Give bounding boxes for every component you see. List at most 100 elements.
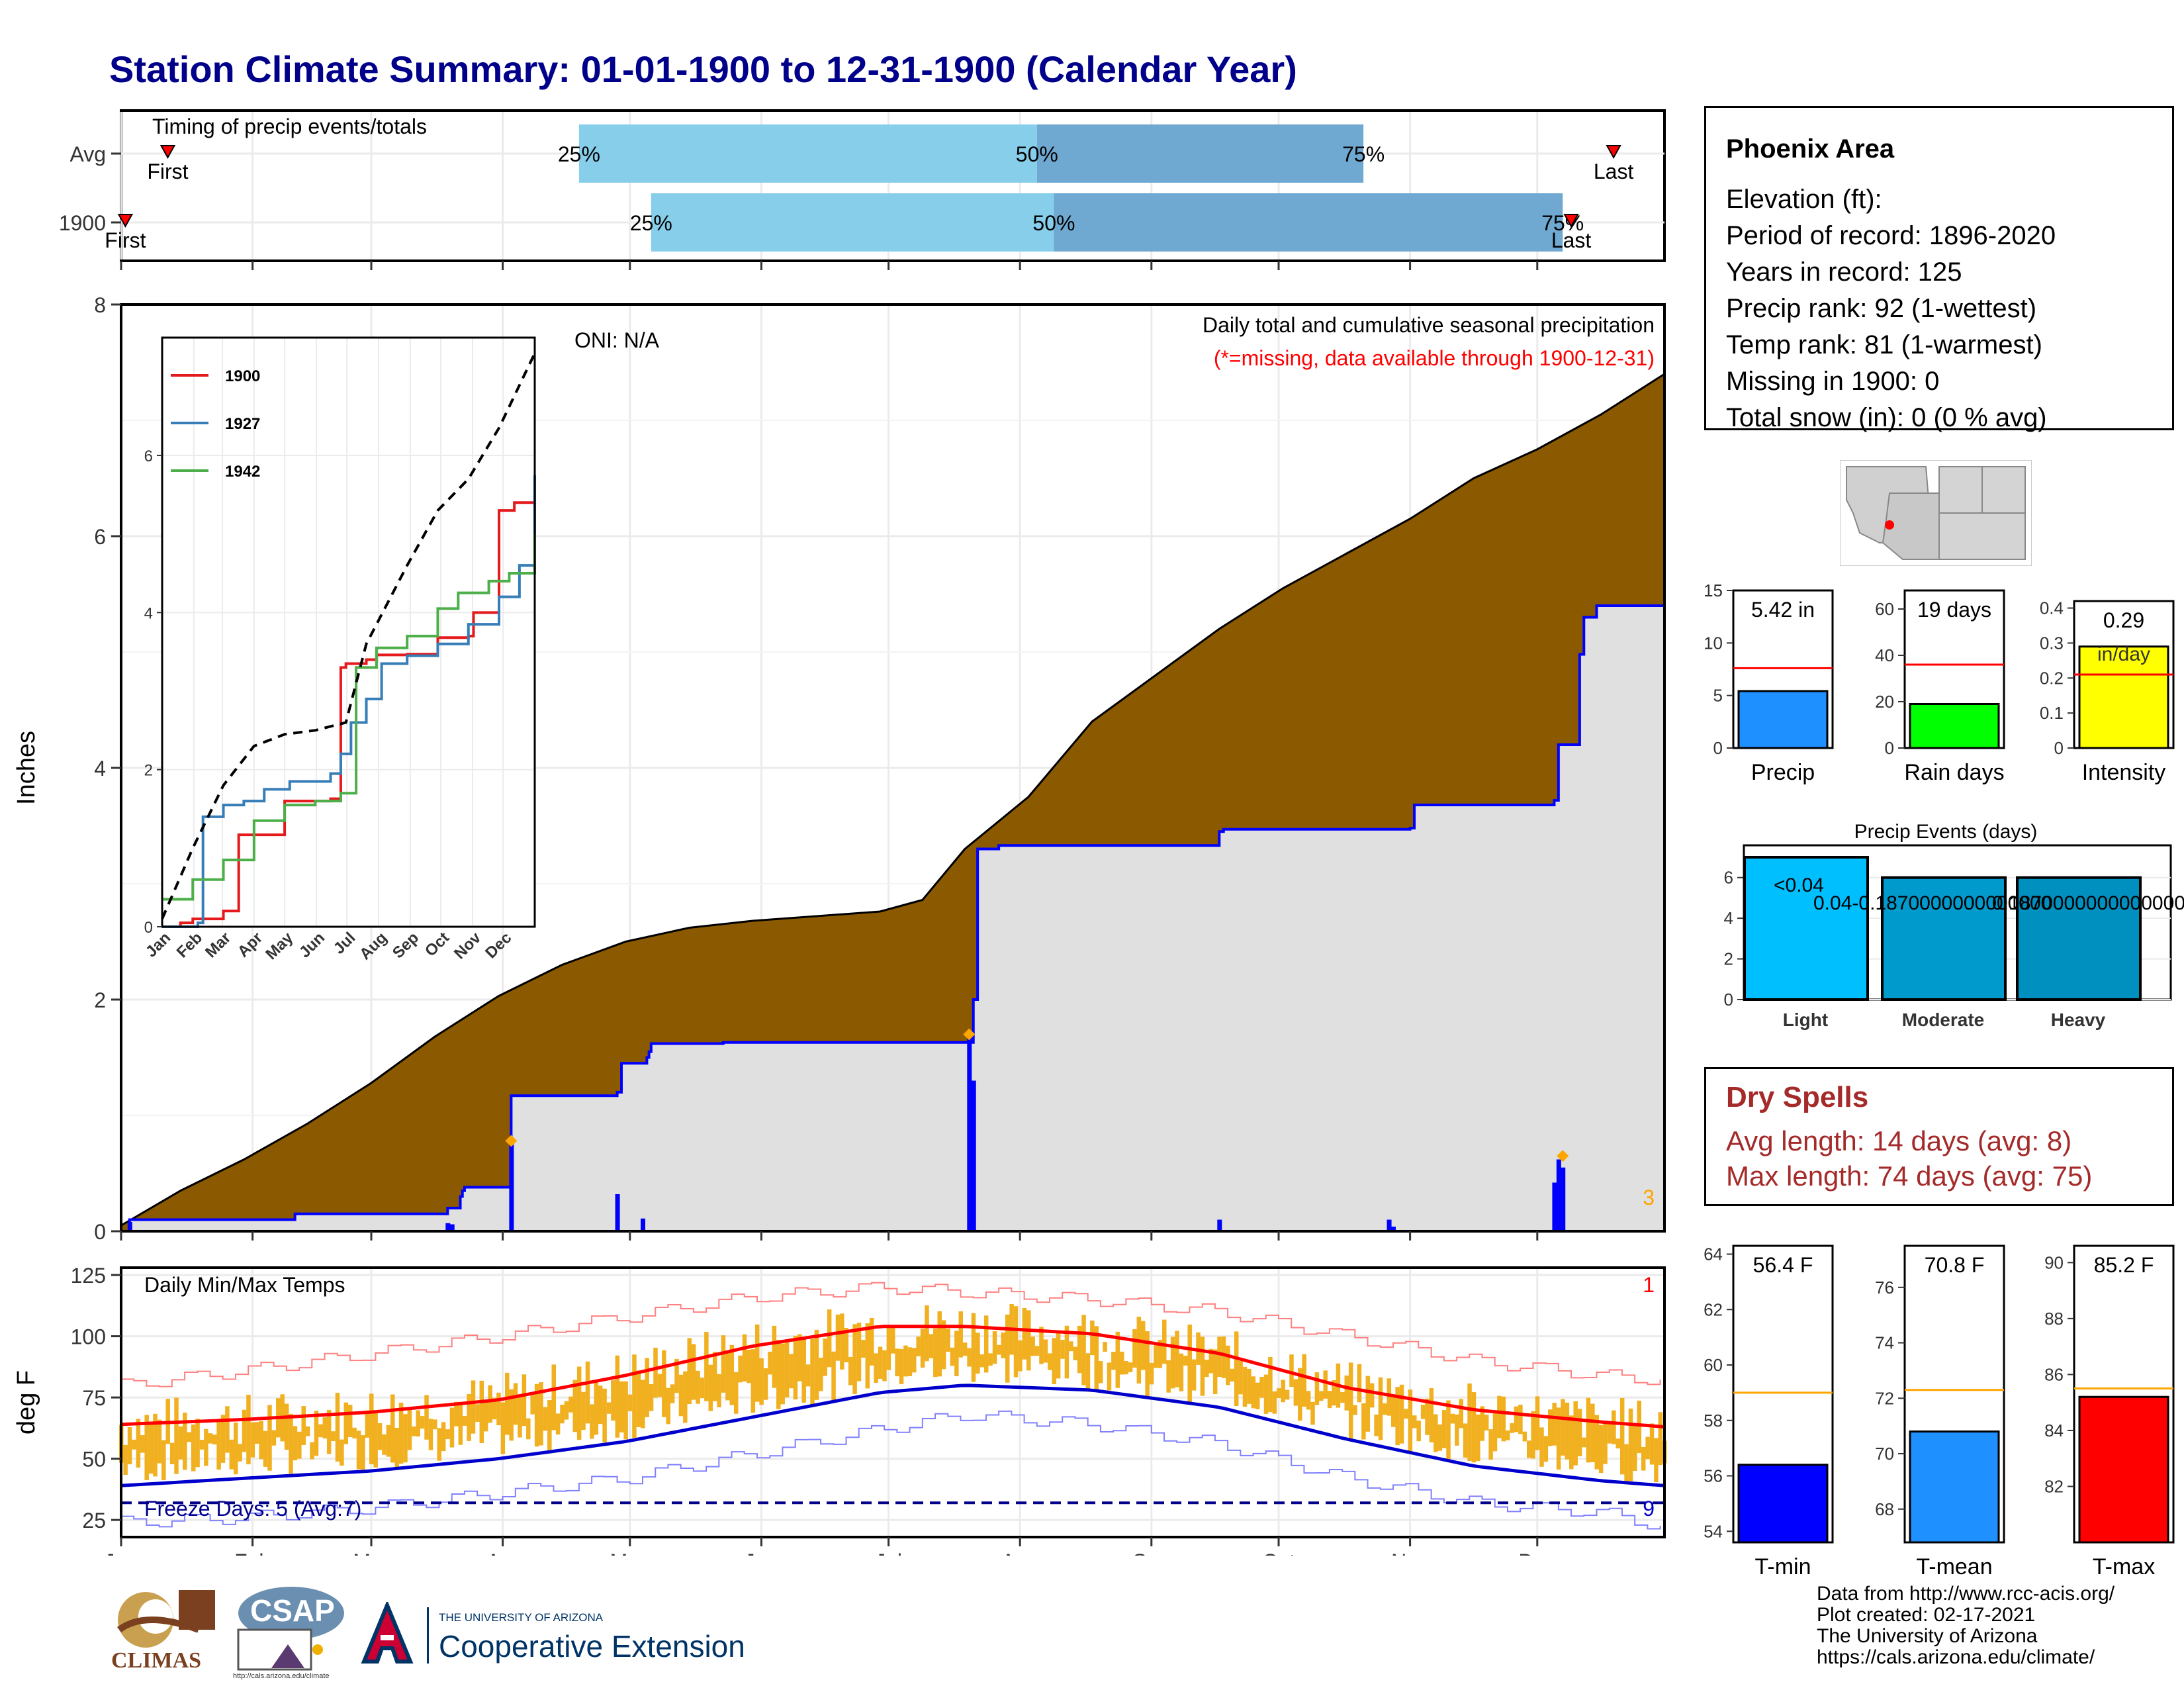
events-bar [2016, 876, 2142, 1002]
month-tick-label: Jun [745, 1550, 779, 1556]
daily-temp-range-bar [1353, 1405, 1357, 1415]
daily-temp-range-bar [1619, 1397, 1625, 1475]
daily-temp-range-bar [373, 1412, 378, 1468]
daily-temp-range-bar [976, 1333, 980, 1374]
daily-temp-range-bar [1124, 1360, 1128, 1375]
daily-temp-range-bar [483, 1401, 488, 1432]
dry-spells-avg: Avg length: 14 days (avg: 8) [1726, 1125, 2072, 1156]
daily-temp-range-bar [1412, 1415, 1417, 1429]
daily-temp-range-bar [1090, 1320, 1095, 1356]
tmax-summary-category-label: T-max [2093, 1554, 2155, 1579]
daily-temp-range-bar [929, 1334, 934, 1358]
daily-temp-range-bar [208, 1433, 213, 1444]
daily-temp-range-bar [1149, 1362, 1154, 1385]
daily-temp-range-bar [449, 1407, 455, 1448]
csap-logo: CSAP http://cals.arizona.edu/climate [232, 1583, 351, 1683]
daily-temp-range-bar [1332, 1380, 1336, 1406]
daily-temp-range-bar [1119, 1351, 1124, 1375]
daily-temp-range-bar [462, 1416, 467, 1426]
month-tick-label: Oct [1262, 1550, 1295, 1556]
daily-temp-range-bar [1030, 1336, 1035, 1356]
daily-temp-range-bar [187, 1432, 192, 1442]
daily-temp-range-bar [882, 1350, 887, 1382]
missing-marker [963, 1028, 976, 1041]
daily-temp-range-bar [891, 1325, 895, 1354]
month-tick-label: Sep [1132, 1550, 1170, 1556]
daily-temp-range-bar [183, 1412, 187, 1470]
daily-temp-range-bar [199, 1439, 205, 1450]
climas-logo-text: CLIMAS [111, 1648, 202, 1673]
daily-temp-range-bar [1205, 1360, 1209, 1378]
tmin-summary-category-label: T-min [1755, 1554, 1811, 1579]
daily-temp-range-bar [670, 1384, 675, 1403]
daily-temp-range-bar [1145, 1331, 1150, 1396]
daily-temp-range-bar [1573, 1401, 1578, 1466]
record-min-line [121, 1410, 1661, 1530]
year-cumulative-area [121, 604, 1666, 1233]
daily-temp-range-bar [1077, 1325, 1082, 1374]
daily-temp-range-bar [1518, 1404, 1523, 1434]
daily-temp-range-bar [1158, 1339, 1163, 1368]
daily-temp-range-bar [322, 1417, 328, 1439]
daily-temp-range-bar [191, 1424, 196, 1472]
inset-ytick-label: 6 [144, 447, 153, 465]
inset-legend-label: 1900 [225, 367, 260, 385]
daily-temp-range-bar [1094, 1326, 1099, 1389]
daily-temp-range-bar [912, 1348, 917, 1373]
raindays-summary-ytick-label: 40 [1875, 645, 1894, 665]
daily-temp-range-bar [1154, 1343, 1158, 1368]
daily-temp-range-bar [1268, 1356, 1273, 1413]
daily-temp-range-bar [216, 1422, 221, 1470]
daily-temp-range-bar [1221, 1336, 1226, 1378]
daily-temp-range-bar [1433, 1414, 1438, 1452]
daily-temp-range-bar [1476, 1414, 1480, 1462]
daily-temp-range-bar [950, 1347, 955, 1366]
missing-marker [1557, 1150, 1569, 1162]
intensity-summary-ytick-label: 0.1 [2040, 703, 2064, 723]
daily-temp-range-bar [310, 1442, 314, 1460]
intensity-summary-ytick-label: 0.2 [2040, 668, 2064, 688]
daily-temp-range-bar [284, 1403, 289, 1450]
daily-temp-range-bar [840, 1313, 844, 1370]
daily-temp-range-bar [1365, 1376, 1371, 1432]
daily-temp-range-bar [1183, 1356, 1188, 1366]
daily-precip-bar [641, 1218, 646, 1231]
daily-temp-range-bar [1314, 1372, 1320, 1405]
precip-ytick-label: 8 [94, 293, 106, 317]
daily-temp-range-bar [169, 1442, 175, 1464]
daily-temp-range-bar [997, 1344, 1001, 1355]
daily-temp-range-bar [1179, 1353, 1184, 1391]
daily-temp-range-bar [903, 1345, 908, 1377]
tmin-summary-ytick-label: 54 [1704, 1521, 1723, 1541]
timing-label-75: 75% [1342, 142, 1385, 166]
daily-temp-range-bar [1645, 1436, 1650, 1460]
daily-temp-range-bar [1374, 1414, 1379, 1436]
daily-temp-range-bar [1514, 1406, 1519, 1432]
raindays-summary-category-label: Rain days [1904, 760, 2004, 785]
precip-subtitle: (*=missing, data available through 1900-… [1214, 346, 1655, 370]
daily-temp-range-bar [569, 1396, 573, 1413]
daily-temp-range-bar [1488, 1429, 1493, 1460]
daily-temp-range-bar [1492, 1411, 1498, 1452]
daily-temp-range-bar [1505, 1430, 1510, 1440]
daily-temp-range-bar [1277, 1388, 1281, 1398]
daily-temp-range-bar [1467, 1383, 1472, 1461]
daily-temp-range-bar [916, 1336, 921, 1356]
daily-temp-range-bar [895, 1348, 899, 1377]
daily-temp-range-bar [428, 1419, 433, 1450]
daily-temp-range-bar [747, 1349, 751, 1383]
tmean-summary-bar [1909, 1430, 2000, 1544]
daily-temp-range-bar [347, 1405, 353, 1437]
daily-temp-range-bar [725, 1350, 730, 1401]
timing-bar-q50-q75 [1054, 193, 1563, 252]
inset-bg [162, 338, 535, 927]
daily-temp-range-bar [1132, 1329, 1137, 1368]
dry-spells-title: Dry Spells [1726, 1081, 1869, 1113]
daily-temp-range-bar [1437, 1424, 1442, 1451]
intensity-summary-ytick-label: 0 [2054, 738, 2064, 758]
daily-temp-range-bar [539, 1382, 543, 1446]
daily-temp-range-bar [398, 1402, 404, 1464]
daily-temp-range-bar [352, 1427, 357, 1438]
daily-temp-range-bar [157, 1419, 162, 1464]
daily-precip-bar [449, 1224, 455, 1231]
